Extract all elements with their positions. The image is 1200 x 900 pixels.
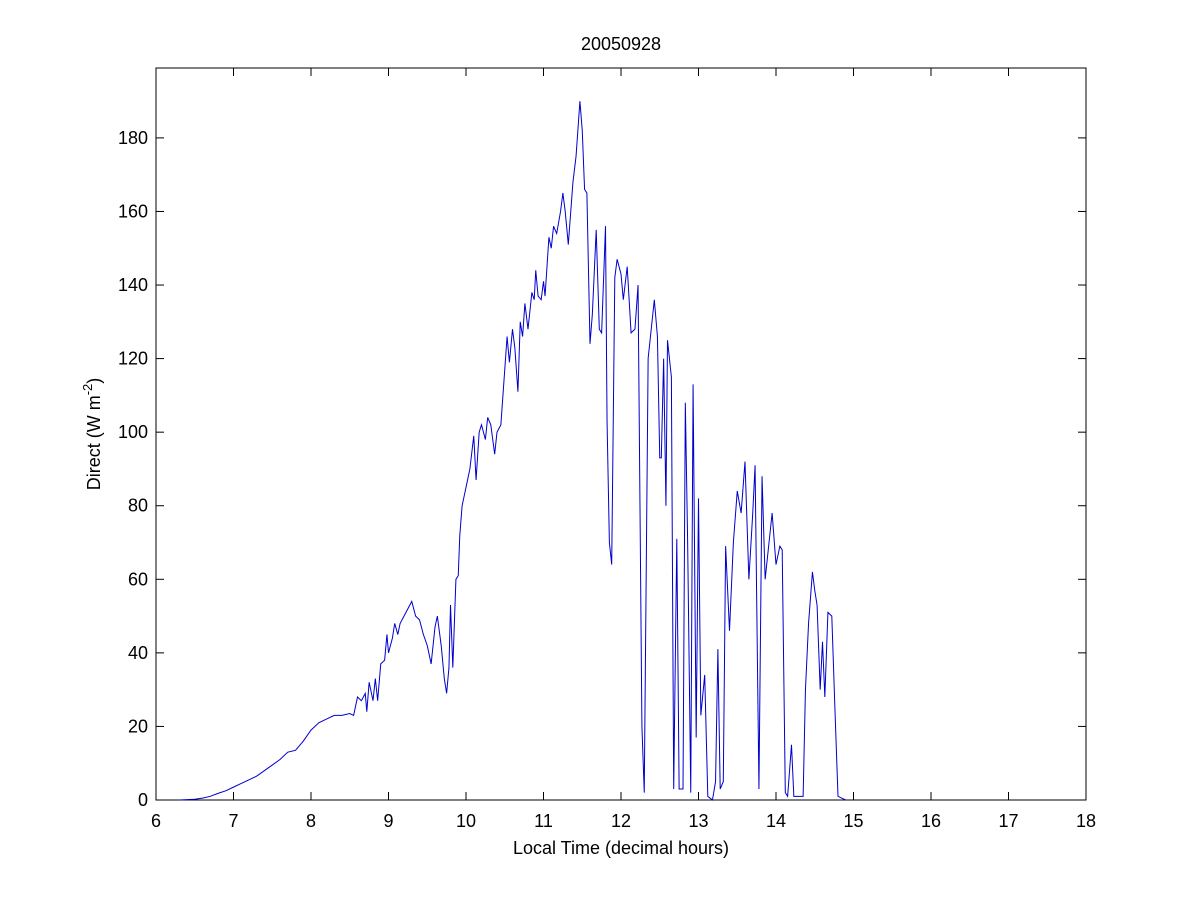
y-label-text: Direct (W m: [84, 395, 104, 490]
x-tick-label: 15: [843, 811, 863, 831]
y-tick-label: 60: [128, 569, 148, 589]
x-tick-label: 14: [766, 811, 786, 831]
x-tick-label: 12: [611, 811, 631, 831]
y-tick-label: 40: [128, 643, 148, 663]
x-tick-label: 16: [921, 811, 941, 831]
y-tick-label: 0: [138, 790, 148, 810]
y-tick-label: 80: [128, 496, 148, 516]
y-axis-label: Direct (W m-2): [80, 378, 104, 491]
x-tick-label: 17: [998, 811, 1018, 831]
x-tick-label: 13: [688, 811, 708, 831]
x-axis-label: Local Time (decimal hours): [513, 838, 729, 858]
y-tick-label: 160: [118, 201, 148, 221]
x-tick-label: 7: [228, 811, 238, 831]
x-tick-label: 8: [306, 811, 316, 831]
x-tick-label: 11: [534, 811, 553, 831]
y-tick-label: 20: [128, 716, 148, 736]
x-tick-label: 6: [151, 811, 161, 831]
plot-frame: [155, 67, 1087, 801]
y-tick-label: 140: [118, 275, 148, 295]
y-label-text: ): [84, 378, 104, 384]
chart-title: 20050928: [581, 34, 661, 54]
y-label-superscript: -2: [80, 384, 95, 396]
y-tick-label: 180: [118, 128, 148, 148]
x-tick-label: 10: [456, 811, 476, 831]
y-tick-label: 120: [118, 349, 148, 369]
x-tick-label: 18: [1076, 811, 1096, 831]
x-tick-label: 9: [383, 811, 393, 831]
data-line: [179, 101, 846, 801]
y-tick-label: 100: [118, 422, 148, 442]
